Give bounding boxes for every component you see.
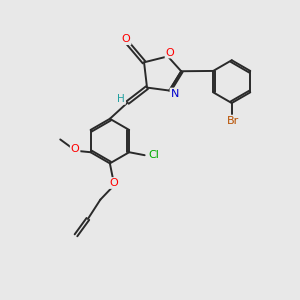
Text: N: N <box>170 88 179 98</box>
Text: O: O <box>166 47 174 58</box>
Text: O: O <box>110 178 118 188</box>
Text: Cl: Cl <box>148 150 159 160</box>
Text: O: O <box>71 144 80 154</box>
Text: O: O <box>122 34 130 44</box>
Text: H: H <box>117 94 125 104</box>
Text: Br: Br <box>227 116 239 127</box>
